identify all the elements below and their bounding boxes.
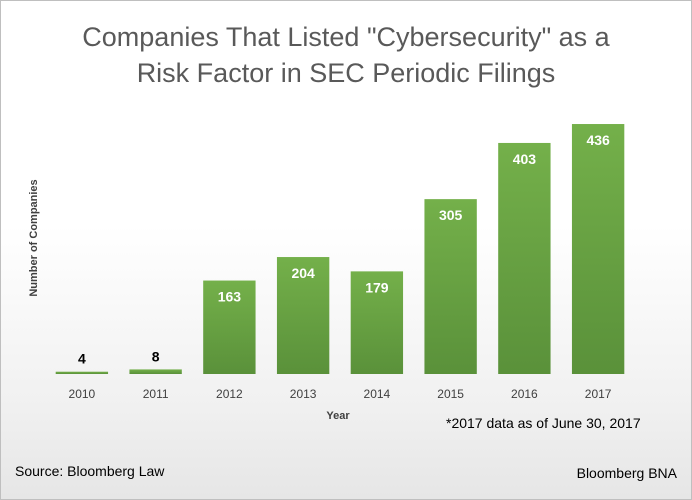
value-label-2016: 403 [513, 151, 537, 167]
bar-2017 [571, 124, 625, 374]
x-axis-label: Year [326, 410, 350, 422]
value-label-2013: 204 [291, 265, 315, 281]
x-tick-2016: 2016 [511, 387, 538, 401]
value-label-2012: 163 [218, 289, 242, 305]
x-tick-2017: 2017 [585, 387, 612, 401]
footnote: *2017 data as of June 30, 2017 [446, 415, 641, 431]
value-label-2015: 305 [439, 207, 463, 223]
chart-title: Companies That Listed "Cybersecurity" as… [1, 19, 691, 91]
x-tick-2012: 2012 [216, 387, 243, 401]
chart-title-line-2: Risk Factor in SEC Periodic Filings [136, 58, 556, 88]
value-label-2011: 8 [152, 348, 160, 364]
y-axis-label: Number of Companies [28, 179, 40, 297]
source-credit: Source: Bloomberg Law [15, 463, 165, 479]
x-tick-2010: 2010 [69, 387, 96, 401]
bar-2011 [129, 369, 182, 374]
bar-2012 [203, 280, 256, 374]
x-tick-2015: 2015 [437, 387, 464, 401]
bar-2015 [424, 199, 477, 374]
bar-2014 [350, 271, 404, 374]
bar-2010 [55, 371, 109, 374]
bar-2016 [498, 142, 551, 374]
bar-2013 [276, 257, 330, 374]
x-tick-2013: 2013 [290, 387, 317, 401]
chart-title-line-1: Companies That Listed "Cybersecurity" as… [82, 22, 610, 52]
x-tick-2011: 2011 [143, 387, 169, 401]
value-label-2014: 179 [365, 279, 389, 295]
value-label-2010: 4 [78, 351, 86, 367]
value-label-2017: 436 [586, 132, 610, 148]
brand-credit: Bloomberg BNA [576, 465, 677, 481]
x-tick-2014: 2014 [364, 387, 391, 401]
